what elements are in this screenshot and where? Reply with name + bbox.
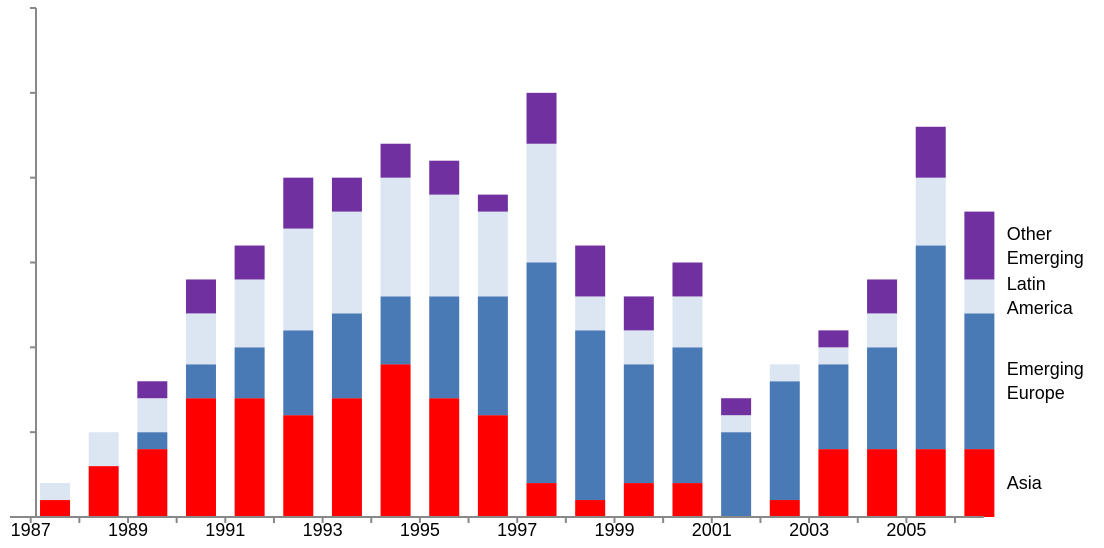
bar-segment: [526, 143, 557, 263]
bar-segment: [331, 313, 362, 399]
bar-segment: [185, 364, 216, 399]
bar-segment: [769, 381, 800, 501]
bar-segment: [769, 364, 800, 382]
bar-segment: [40, 483, 71, 501]
bar-segment: [137, 398, 168, 433]
bar-segment: [283, 415, 314, 517]
bar-segment: [526, 262, 557, 484]
bar-segment: [721, 432, 752, 517]
x-tick-label: 1997: [497, 520, 537, 540]
bar-segment: [964, 313, 995, 450]
bar-segment: [137, 381, 168, 399]
x-tick-label: 1993: [303, 520, 343, 540]
bar-segment: [721, 398, 752, 416]
bar-segment: [137, 432, 168, 450]
bar-segment: [818, 330, 849, 348]
bar-segment: [331, 398, 362, 517]
x-tick-label: 1991: [205, 520, 245, 540]
bar-segment: [575, 330, 606, 501]
bar-segment: [88, 466, 119, 517]
bar-segment: [331, 211, 362, 314]
bar-segment: [234, 347, 265, 399]
legend-label: Asia: [1006, 473, 1042, 494]
bar-segment: [283, 177, 314, 229]
bar-segment: [88, 432, 119, 467]
bar-segment: [769, 500, 800, 517]
bar-segment: [575, 500, 606, 517]
bar-segment: [331, 177, 362, 212]
bar-segment: [623, 330, 654, 365]
bar-segment: [818, 347, 849, 365]
bar-segment: [137, 449, 168, 517]
bar-segment: [526, 483, 557, 517]
bar-segment: [429, 398, 460, 517]
bar-segment: [429, 194, 460, 297]
bar-segment: [477, 296, 508, 416]
bar-segment: [964, 279, 995, 314]
bar-segment: [964, 211, 995, 280]
bar-segment: [234, 245, 265, 280]
bar-segment: [867, 449, 898, 517]
bar-segment: [915, 449, 946, 517]
x-tick-label: 1987: [11, 520, 51, 540]
bar-segment: [380, 364, 411, 517]
bar-segment: [818, 449, 849, 517]
bar-segment: [380, 177, 411, 297]
bar-segment: [477, 194, 508, 212]
bar-segment: [477, 211, 508, 297]
bar-segment: [234, 279, 265, 348]
bar-segment: [40, 500, 71, 517]
bar-segment: [526, 92, 557, 144]
x-tick-label: 1995: [400, 520, 440, 540]
legend-label: Latin America: [1006, 274, 1073, 319]
bar-segment: [185, 398, 216, 517]
bar-segment: [234, 398, 265, 517]
bar-segment: [721, 415, 752, 433]
bar-segment: [915, 245, 946, 450]
bar-segment: [672, 296, 703, 348]
bar-segment: [867, 313, 898, 348]
bar-segment: [672, 347, 703, 484]
bar-segment: [867, 347, 898, 450]
bar-segment: [818, 364, 849, 450]
x-tick-label: 1989: [108, 520, 148, 540]
bar-segment: [283, 330, 314, 416]
x-tick-label: 1999: [594, 520, 634, 540]
x-tick-label: 2003: [789, 520, 829, 540]
bar-segment: [429, 160, 460, 195]
bar-segment: [915, 126, 946, 178]
bar-segment: [867, 279, 898, 314]
bar-segment: [429, 296, 460, 399]
legend-label: Emerging Europe: [1006, 359, 1084, 404]
bar-segment: [283, 228, 314, 331]
bar-segment: [477, 415, 508, 517]
bar-segment: [380, 296, 411, 365]
bar-segment: [623, 483, 654, 517]
bar-segment: [185, 313, 216, 365]
bar-segment: [575, 296, 606, 331]
bar-segment: [380, 143, 411, 178]
bar-segment: [623, 364, 654, 484]
bar-segment: [672, 483, 703, 517]
bar-segment: [185, 279, 216, 314]
bar-segment: [964, 449, 995, 517]
bar-segment: [575, 245, 606, 297]
legend-label: Other Emerging: [1006, 223, 1084, 268]
bar-segment: [915, 177, 946, 246]
x-tick-label: 2005: [886, 520, 926, 540]
bar-segment: [623, 296, 654, 331]
x-tick-label: 2001: [692, 520, 732, 540]
bar-segment: [672, 262, 703, 297]
